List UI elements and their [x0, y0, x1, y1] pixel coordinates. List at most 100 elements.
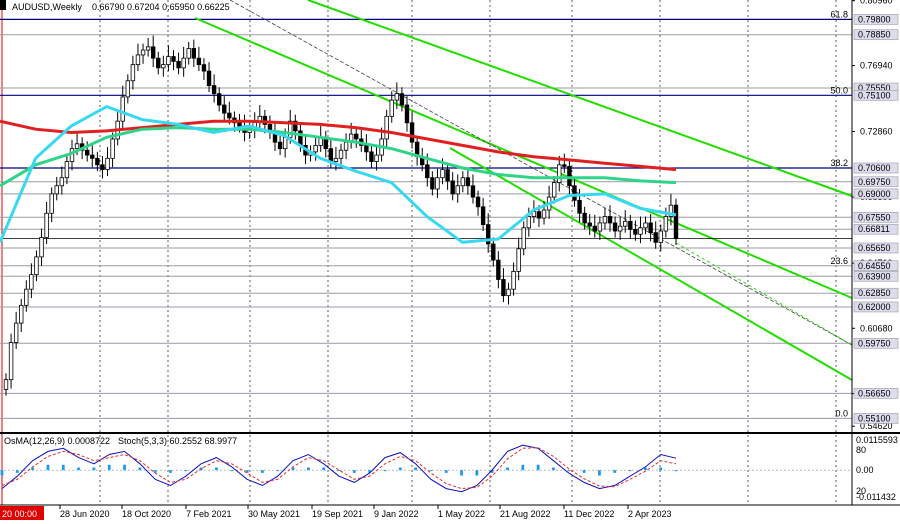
- osma-bar: [291, 467, 295, 471]
- level-price-label: 0.75100: [858, 90, 891, 100]
- level-price-label: 0.69750: [858, 177, 891, 187]
- fib-label: 61.8: [830, 9, 848, 19]
- candle-body: [181, 57, 186, 69]
- candle-body: [480, 206, 486, 225]
- level-price-label: 0.59750: [858, 338, 891, 348]
- osma-bar: [77, 467, 80, 471]
- candle-body: [237, 122, 242, 127]
- level-price-box: [853, 14, 899, 25]
- trend-channels: [0, 0, 853, 381]
- candle-body: [501, 279, 506, 297]
- symbol-marker-icon: [0, 0, 6, 10]
- level-price-box: [853, 188, 899, 200]
- candle-body: [450, 180, 455, 195]
- candle-body: [338, 149, 344, 159]
- osma-bar: [107, 464, 111, 471]
- candle-body: [541, 209, 547, 219]
- candle-body: [658, 230, 663, 243]
- candle-body: [374, 154, 379, 162]
- candle-body: [59, 177, 65, 187]
- candle-body: [399, 93, 405, 106]
- price-axis: 0.809600.769400.728600.688000.647100.606…: [851, 0, 900, 505]
- moving-averages: [0, 104, 677, 244]
- osma-bar: [613, 470, 617, 473]
- osma-bar: [46, 464, 50, 471]
- candles: [3, 35, 679, 396]
- candle-body: [582, 212, 587, 224]
- osma-bar: [368, 470, 372, 473]
- candle-body: [288, 120, 293, 138]
- candle-body: [156, 57, 161, 69]
- candle-body: [176, 60, 181, 69]
- level-price-box: [853, 242, 899, 254]
- candle-body: [511, 271, 516, 290]
- candle-body: [120, 96, 125, 122]
- osma-label: OsMA(12,26,9) 0.0008722: [4, 436, 110, 446]
- candle-body: [521, 227, 526, 250]
- candle-body: [404, 104, 410, 124]
- candle-body: [64, 161, 70, 179]
- candle-body: [577, 199, 582, 214]
- candle-body: [506, 288, 511, 297]
- candle-body: [587, 222, 592, 227]
- osma-bar: [61, 464, 65, 471]
- osma-bar: [153, 470, 157, 473]
- ma-mid-line: [0, 126, 677, 188]
- time-tick-label: 21 Aug 2022: [500, 509, 551, 519]
- chart-header: AUDUSD,Weekly 0.66790 0.67204 0.65950 0.…: [0, 0, 237, 446]
- time-tick-label: 11 Dec 2022: [564, 509, 614, 519]
- osc-tick-label: 20: [856, 486, 866, 496]
- grid: [1, 0, 837, 505]
- candle-body: [460, 177, 466, 187]
- level-price-label: 0.70600: [858, 163, 891, 173]
- price-tick-label: 0.60680: [860, 323, 893, 333]
- osma-bar: [337, 470, 341, 472]
- candle-body: [110, 138, 115, 159]
- candle-body: [648, 222, 653, 234]
- candle-body: [196, 57, 202, 66]
- candle-body: [440, 169, 445, 179]
- candle-body: [206, 70, 212, 87]
- candle-body: [186, 48, 191, 59]
- candle-body: [628, 220, 633, 230]
- osma-bar: [398, 467, 402, 471]
- candle-body: [409, 122, 415, 143]
- osma-bar: [276, 470, 280, 472]
- candle-body: [166, 56, 171, 66]
- candle-body: [475, 196, 481, 208]
- osma-bar: [123, 464, 126, 471]
- stoch-signal-line: [1, 447, 677, 490]
- level-price-box: [853, 90, 899, 101]
- fib-label: 23.6: [830, 256, 848, 266]
- candle-body: [389, 99, 394, 117]
- ohlc-label: 0.66790 0.67204 0.65950 0.66225: [92, 2, 230, 12]
- candle-body: [39, 237, 44, 258]
- candle-body: [551, 182, 557, 198]
- candle-body: [491, 243, 496, 261]
- osma-bar: [306, 467, 310, 471]
- candle-body: [105, 157, 110, 171]
- candle-body: [592, 225, 597, 232]
- candle-body: [293, 120, 298, 132]
- osma-bar: [215, 467, 218, 471]
- candle-body: [435, 177, 440, 190]
- candle-body: [277, 141, 283, 150]
- price-tick-label: 0.76940: [860, 61, 893, 71]
- price-tick-label: 0.72860: [860, 127, 893, 137]
- time-tick-label: 19 Sep 2021: [312, 509, 363, 519]
- candle-body: [465, 177, 471, 187]
- candle-body: [354, 133, 359, 140]
- candle-body: [130, 64, 136, 82]
- osma-bar: [567, 470, 571, 472]
- osma-bar: [628, 470, 632, 472]
- level-price-box: [853, 338, 899, 349]
- osma-bar: [169, 470, 172, 473]
- osc-tick-label: 0.0115593: [856, 435, 898, 445]
- time-tick-label: 7 Feb 2021: [186, 509, 232, 519]
- osma-bar: [506, 467, 509, 471]
- candle-body: [638, 227, 643, 235]
- osma-bar: [598, 470, 601, 476]
- level-price-label: 0.55100: [858, 413, 891, 423]
- osma-bar: [536, 464, 540, 471]
